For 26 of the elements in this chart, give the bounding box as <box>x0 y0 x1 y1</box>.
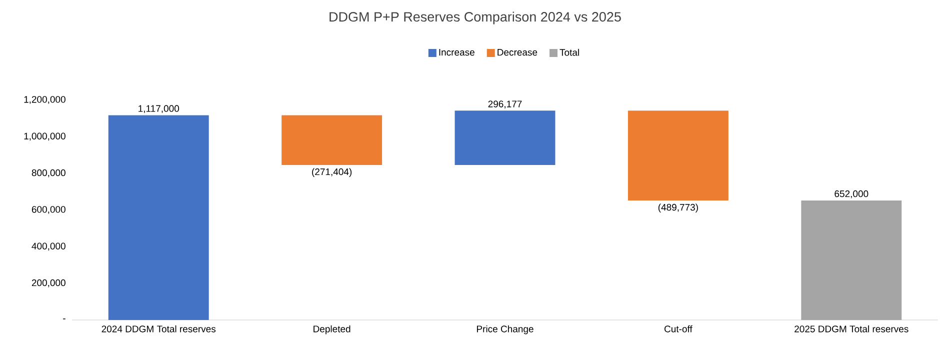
y-tick-label: 200,000 <box>32 279 66 288</box>
y-tick-label: 400,000 <box>32 242 66 251</box>
x-tick-label: Cut-off <box>664 325 692 332</box>
data-label: 652,000 <box>834 190 868 198</box>
bar <box>282 115 382 165</box>
chart-title: DDGM P+P Reserves Comparison 2024 vs 2025 <box>330 12 621 24</box>
x-tick-label: Depleted <box>314 325 350 334</box>
bar <box>628 110 728 200</box>
data-label: (271,404) <box>312 168 352 178</box>
x-tick-label: 2025 DDGM Total reserves <box>794 325 908 332</box>
x-tick-label: Price Change <box>477 325 534 334</box>
bar <box>108 115 209 320</box>
y-tick-label: 800,000 <box>32 169 66 178</box>
y-tick-label: 1,000,000 <box>24 132 66 141</box>
bar <box>454 110 556 165</box>
legend-label: Increase <box>439 49 474 56</box>
data-label: 1,117,000 <box>138 105 180 114</box>
bar <box>801 200 902 320</box>
legend-label: Decrease <box>498 49 538 56</box>
y-tick-label: 600,000 <box>32 206 66 214</box>
y-tick-label: 1,200,000 <box>24 96 66 104</box>
data-label: (489,773) <box>658 204 698 212</box>
data-label: 296,177 <box>488 100 522 108</box>
y-tick-label: - <box>63 318 66 320</box>
legend-label: Total <box>560 48 579 56</box>
x-tick-label: 2024 DDGM Total reserves <box>102 325 216 332</box>
